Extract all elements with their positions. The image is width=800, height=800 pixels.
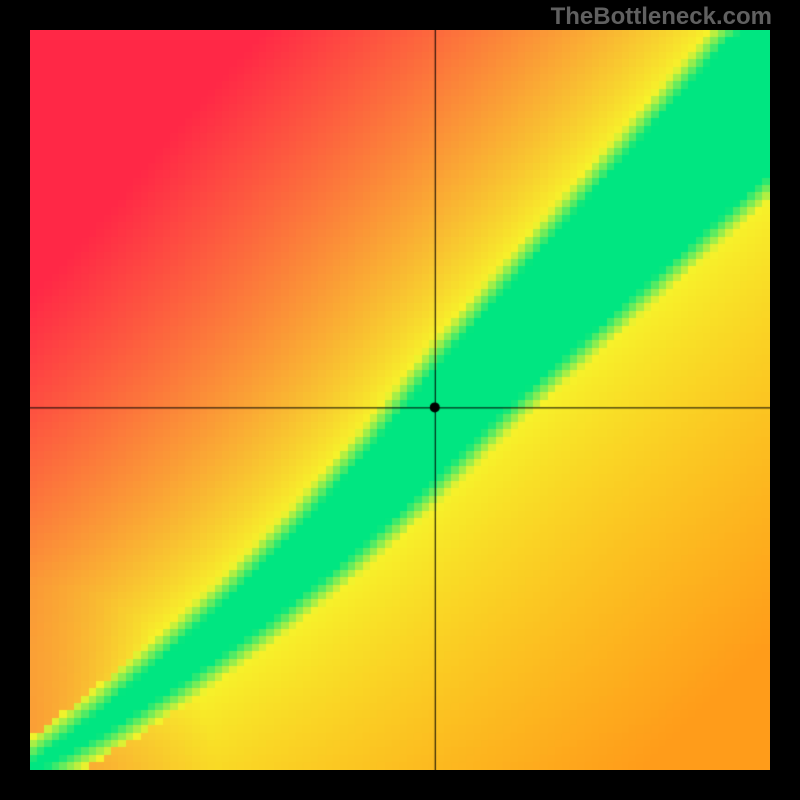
chart-container: TheBottleneck.com — [0, 0, 800, 800]
watermark-text: TheBottleneck.com — [551, 3, 772, 31]
plot-area — [30, 30, 770, 770]
heatmap-canvas — [30, 30, 770, 770]
